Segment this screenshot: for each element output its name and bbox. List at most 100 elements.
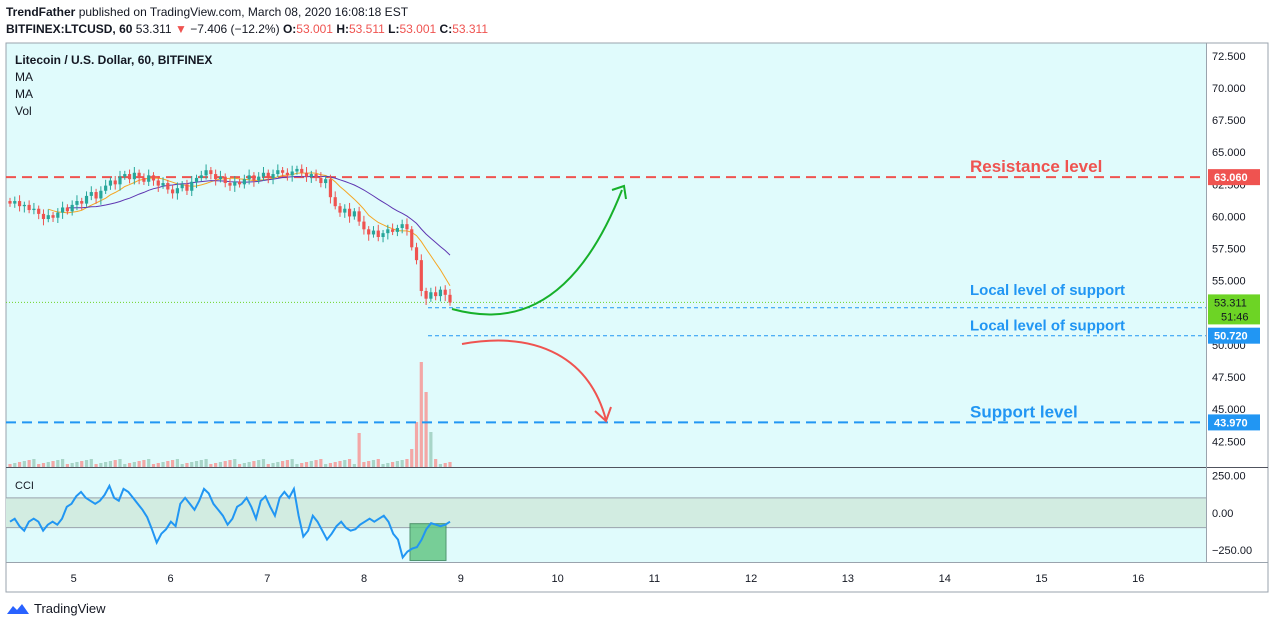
volume-bar bbox=[89, 459, 93, 467]
volume-bar bbox=[252, 461, 256, 467]
time-tick-label: 8 bbox=[361, 573, 367, 585]
close-value: 53.311 bbox=[452, 22, 489, 36]
candle-body bbox=[51, 215, 55, 218]
tradingview-footer[interactable]: TradingView bbox=[6, 601, 106, 616]
volume-bar bbox=[22, 461, 26, 467]
candle-body bbox=[300, 168, 304, 173]
volume-bar bbox=[395, 461, 399, 467]
candle-body bbox=[400, 224, 404, 229]
time-tick-label: 11 bbox=[649, 573, 660, 585]
volume-bar bbox=[371, 460, 376, 467]
candle-body bbox=[252, 175, 256, 181]
volume-bar bbox=[104, 462, 108, 467]
volume-bar bbox=[295, 464, 299, 467]
time-tick-label: 7 bbox=[264, 573, 270, 585]
candle-body bbox=[333, 197, 337, 207]
cci-tick-label: 250.00 bbox=[1212, 470, 1246, 482]
volume-bar bbox=[41, 463, 46, 467]
author-name[interactable]: TrendFather bbox=[6, 5, 76, 19]
volume-bar bbox=[328, 463, 333, 467]
candle-body bbox=[419, 260, 423, 291]
legend-ma-fast[interactable]: MA bbox=[15, 70, 33, 84]
support-level-label: Support level bbox=[970, 402, 1078, 421]
volume-bar bbox=[405, 459, 409, 467]
candle-body bbox=[209, 170, 213, 175]
volume-bar bbox=[414, 422, 419, 467]
cci-label[interactable]: CCI bbox=[15, 480, 34, 492]
volume-bar bbox=[194, 461, 199, 467]
price-tick-label: 55.000 bbox=[1212, 276, 1246, 288]
candle-body bbox=[214, 174, 218, 180]
candle-body bbox=[166, 183, 170, 190]
candle-body bbox=[194, 177, 199, 182]
time-tick-label: 13 bbox=[842, 573, 854, 585]
candle-body bbox=[8, 201, 12, 204]
volume-bar bbox=[51, 461, 55, 467]
candle-body bbox=[367, 229, 371, 235]
candle-body bbox=[75, 201, 79, 205]
candle-body bbox=[309, 174, 313, 177]
cci-highlight-box bbox=[409, 523, 447, 562]
price-tick-label: 70.000 bbox=[1212, 83, 1246, 95]
candle-body bbox=[204, 170, 208, 176]
volume-bar bbox=[386, 463, 390, 467]
candle-body bbox=[185, 184, 189, 191]
candle-body bbox=[142, 177, 146, 182]
candle-body bbox=[171, 189, 175, 194]
current-price-value: 53.311 bbox=[1214, 297, 1247, 309]
candle-body bbox=[32, 208, 36, 211]
volume-bar bbox=[333, 462, 337, 467]
cci-line bbox=[9, 483, 451, 560]
price-chart[interactable]: Resistance level Local level of support Lo… bbox=[0, 0, 1274, 600]
volume-bar bbox=[352, 464, 356, 467]
volume-bar bbox=[137, 461, 141, 467]
volume-bar bbox=[347, 459, 352, 467]
candle-body bbox=[261, 172, 266, 177]
close-label: C: bbox=[439, 22, 453, 36]
legend-ma-slow[interactable]: MA bbox=[15, 87, 33, 101]
volume-bar bbox=[237, 464, 242, 467]
candle-body bbox=[127, 174, 132, 180]
volume-bar bbox=[319, 459, 323, 467]
price-tag-value: 43.970 bbox=[1214, 417, 1248, 429]
candle-body bbox=[147, 175, 151, 182]
volume-bar bbox=[56, 460, 60, 467]
time-tick-label: 10 bbox=[551, 573, 563, 585]
candle-body bbox=[41, 213, 46, 220]
candle-body bbox=[70, 204, 74, 212]
volume-bar bbox=[324, 464, 328, 467]
volume-bar bbox=[304, 462, 309, 467]
volume-bar bbox=[214, 463, 218, 467]
candle-body bbox=[290, 171, 294, 176]
candle-body bbox=[151, 175, 156, 181]
candle-body bbox=[190, 181, 194, 191]
candle-body bbox=[247, 175, 251, 180]
price-tick-label: 57.500 bbox=[1212, 244, 1246, 256]
candle-body bbox=[80, 201, 84, 204]
legend-volume[interactable]: Vol bbox=[15, 104, 32, 118]
volume-bar bbox=[118, 459, 122, 467]
candle-body bbox=[242, 179, 246, 185]
candle-body bbox=[357, 211, 361, 222]
candle-body bbox=[276, 170, 280, 175]
candle-body bbox=[118, 176, 122, 185]
candle-body bbox=[328, 179, 333, 198]
candle-body bbox=[113, 180, 117, 185]
high-value: 53.511 bbox=[349, 22, 385, 36]
last-price: 53.311 bbox=[135, 22, 172, 36]
low-label: L: bbox=[388, 22, 400, 36]
volume-bar bbox=[266, 464, 270, 467]
open-value: 53.001 bbox=[296, 22, 333, 36]
volume-bar bbox=[27, 460, 31, 467]
volume-bar bbox=[142, 460, 146, 467]
price-tag: 50.720 bbox=[1208, 327, 1260, 344]
volume-bar bbox=[204, 459, 208, 467]
candle-body bbox=[108, 180, 113, 186]
publish-info: TrendFather published on TradingView.com… bbox=[6, 5, 408, 19]
candle-body bbox=[137, 172, 141, 178]
volume-bar bbox=[410, 449, 414, 467]
candle-body bbox=[429, 292, 433, 299]
volume-bar bbox=[94, 464, 98, 467]
candle-body bbox=[175, 188, 179, 194]
candle-body bbox=[438, 289, 443, 297]
